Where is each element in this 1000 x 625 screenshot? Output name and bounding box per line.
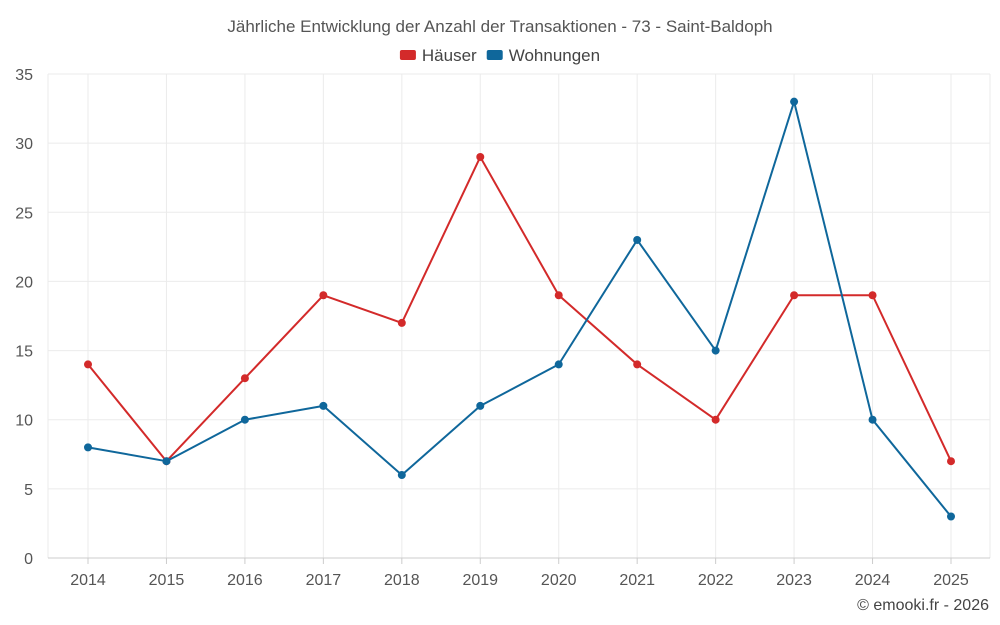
legend-item[interactable]: Wohnungen (486, 46, 600, 65)
data-point[interactable] (554, 291, 563, 300)
data-point[interactable] (868, 291, 877, 300)
data-point[interactable] (240, 374, 249, 383)
x-tick-label: 2025 (933, 572, 969, 589)
x-tick-label: 2017 (306, 572, 342, 589)
data-point[interactable] (868, 415, 877, 424)
data-point[interactable] (84, 360, 92, 369)
y-tick-label: 15 (15, 344, 33, 361)
data-point[interactable] (319, 291, 328, 300)
y-tick-label: 5 (24, 482, 33, 499)
legend: Häuser Wohnungen (399, 46, 600, 65)
x-tick-label: 2021 (619, 572, 655, 589)
series-layer (84, 97, 955, 521)
x-tick-label: 2019 (462, 572, 498, 589)
series-0 (84, 152, 955, 466)
y-axis: 0 5 10 15 20 25 30 35 (15, 67, 33, 568)
data-point[interactable] (240, 415, 249, 424)
data-point[interactable] (633, 235, 642, 244)
x-tick-label: 2020 (541, 572, 577, 589)
x-tick-label: 2024 (855, 572, 891, 589)
data-point[interactable] (162, 457, 171, 466)
data-point[interactable] (397, 471, 406, 480)
data-point[interactable] (711, 346, 720, 355)
series-line (87, 100, 952, 518)
legend-item[interactable]: Häuser (399, 46, 477, 65)
y-tick-label: 20 (15, 274, 33, 291)
series-line (87, 155, 952, 463)
data-point[interactable] (947, 512, 955, 521)
x-tick-label: 2015 (149, 572, 185, 589)
x-tick-label: 2022 (698, 572, 734, 589)
data-point[interactable] (554, 360, 563, 369)
x-tick-label: 2018 (384, 572, 420, 589)
data-point[interactable] (790, 291, 799, 300)
data-point[interactable] (476, 401, 485, 410)
data-point[interactable] (711, 415, 720, 424)
legend-label: Wohnungen (509, 46, 600, 65)
data-point[interactable] (397, 318, 406, 327)
x-axis: 2014 2015 2016 2017 2018 2019 2020 2021 2022 2023… (70, 558, 969, 589)
chart-title: Jährliche Entwicklung der Anzahl der Tra… (227, 17, 772, 36)
y-tick-label: 35 (15, 67, 33, 84)
y-tick-label: 10 (15, 413, 33, 430)
legend-swatch (486, 50, 503, 60)
y-tick-label: 30 (15, 136, 33, 153)
x-tick-label: 2014 (70, 572, 106, 589)
legend-label: Häuser (422, 46, 477, 65)
data-point[interactable] (319, 401, 328, 410)
y-tick-label: 25 (15, 205, 33, 222)
data-point[interactable] (633, 360, 642, 369)
data-point[interactable] (84, 443, 92, 452)
y-tick-label: 0 (24, 551, 33, 568)
data-point[interactable] (947, 457, 955, 466)
x-tick-label: 2023 (776, 572, 812, 589)
series-1 (84, 97, 955, 521)
x-tick-label: 2016 (227, 572, 263, 589)
legend-swatch (399, 50, 416, 60)
data-point[interactable] (790, 97, 799, 106)
credit-text: © emooki.fr - 2026 (857, 597, 989, 614)
grid (47, 73, 991, 559)
data-point[interactable] (476, 152, 485, 161)
